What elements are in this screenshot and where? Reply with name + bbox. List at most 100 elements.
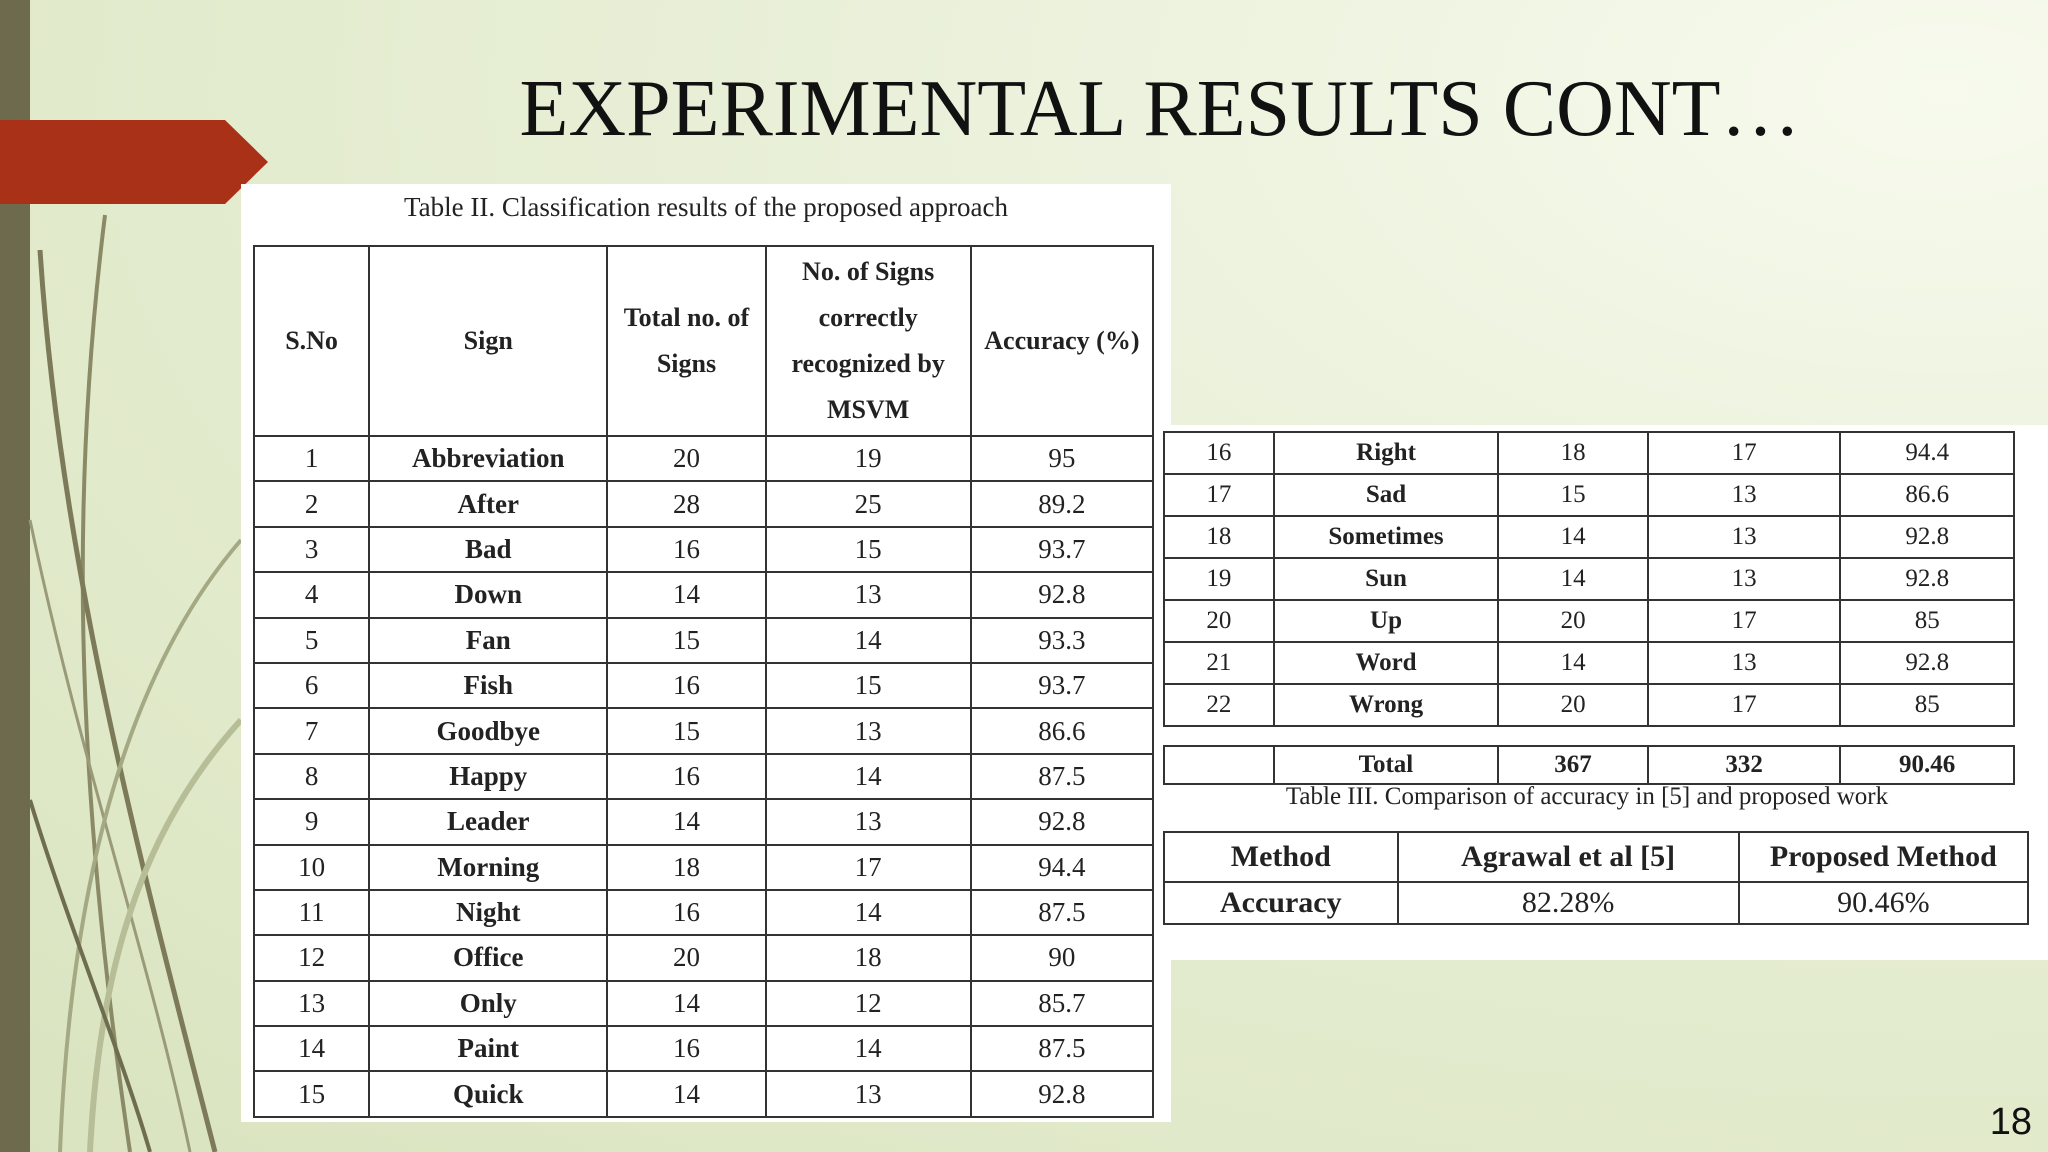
- cell-total: 20: [606, 934, 767, 982]
- col-header-correct: No. of Signs correctly recognized by MSV…: [764, 245, 972, 437]
- cell-sign: Bad: [368, 525, 609, 574]
- table-row: 11 Night 16 14 87.5: [252, 888, 1155, 937]
- cell-accuracy: 92.8: [1839, 515, 2015, 559]
- cell-correct: 13: [764, 571, 972, 619]
- cell-correct: 14: [764, 752, 972, 801]
- cell-sno: 4: [252, 571, 371, 619]
- cell-correct: 18: [764, 934, 972, 982]
- cell-correct: 13: [764, 707, 972, 755]
- classification-results-table: S.No Sign Total no. of Signs No. of Sign…: [252, 245, 1155, 1118]
- table-row: 2 After 28 25 89.2: [252, 480, 1155, 528]
- cell-correct: 13: [1646, 557, 1842, 601]
- cell-sno: 18: [1163, 515, 1275, 559]
- cell-correct: 14: [764, 888, 972, 937]
- comparison-proposed-value: 90.46%: [1737, 881, 2030, 925]
- cell-total: 18: [606, 843, 767, 891]
- cell-accuracy: 86.6: [969, 707, 1155, 755]
- cell-accuracy: 93.3: [969, 616, 1155, 664]
- col-header-sno: S.No: [252, 245, 371, 437]
- table-row: 6 Fish 16 15 93.7: [252, 661, 1155, 710]
- table-row: 1 Abbreviation 20 19 95: [252, 434, 1155, 483]
- cell-sno: 17: [1163, 473, 1275, 517]
- cell-sign: After: [368, 480, 609, 528]
- cell-total: 14: [606, 979, 767, 1028]
- cell-sign: Sad: [1272, 473, 1500, 517]
- table-row: 16 Right 18 17 94.4: [1163, 431, 2015, 475]
- cell-accuracy: 89.2: [969, 480, 1155, 528]
- cell-total: 20: [1497, 599, 1649, 643]
- cell-sign: Quick: [368, 1070, 609, 1118]
- cell-correct: 13: [764, 1070, 972, 1118]
- classification-table-panel: Table II. Classification results of the …: [241, 184, 1171, 1122]
- total-signs: 367: [1497, 745, 1649, 785]
- cell-accuracy: 86.6: [1839, 473, 2015, 517]
- table-row: 7 Goodbye 15 13 86.6: [252, 707, 1155, 755]
- cell-correct: 15: [764, 661, 972, 710]
- cell-total: 16: [606, 525, 767, 574]
- table-header-row: S.No Sign Total no. of Signs No. of Sign…: [252, 245, 1155, 437]
- cell-total: 14: [1497, 641, 1649, 685]
- cell-sno: 1: [252, 434, 371, 483]
- table-row: 9 Leader 14 13 92.8: [252, 798, 1155, 846]
- cell-sno: 19: [1163, 557, 1275, 601]
- cell-total: 28: [606, 480, 767, 528]
- table-row: 21 Word 14 13 92.8: [1163, 641, 2015, 685]
- table2-body: 1 Abbreviation 20 19 95 2 After 28 25 89.2 3 Bad 16 1…: [252, 434, 1155, 1118]
- cell-sno: 9: [252, 798, 371, 846]
- cell-accuracy: 90: [969, 934, 1155, 982]
- cell-total: 15: [606, 616, 767, 664]
- cell-sno: 13: [252, 979, 371, 1028]
- cell-sno: 2: [252, 480, 371, 528]
- cell-correct: 19: [764, 434, 972, 483]
- cell-accuracy: 87.5: [969, 752, 1155, 801]
- cell-total: 16: [606, 752, 767, 801]
- cell-total: 16: [606, 888, 767, 937]
- cell-total: 14: [606, 1070, 767, 1118]
- cell-sign: Office: [368, 934, 609, 982]
- slide-title: EXPERIMENTAL RESULTS CONT…: [519, 65, 1801, 153]
- cell-sno: 8: [252, 752, 371, 801]
- cell-accuracy: 93.7: [969, 525, 1155, 574]
- col-header-total: Total no. of Signs: [606, 245, 767, 437]
- cell-accuracy: 92.8: [969, 571, 1155, 619]
- cell-sign: Leader: [368, 798, 609, 846]
- cell-correct: 13: [1646, 515, 1842, 559]
- cell-accuracy: 94.4: [1839, 431, 2015, 475]
- cell-sign: Happy: [368, 752, 609, 801]
- cell-sign: Sometimes: [1272, 515, 1500, 559]
- comparison-row-label: Accuracy: [1163, 881, 1399, 925]
- table-row: 13 Only 14 12 85.7: [252, 979, 1155, 1028]
- cell-correct: 17: [1646, 599, 1842, 643]
- cell-accuracy: 94.4: [969, 843, 1155, 891]
- cell-sno: 3: [252, 525, 371, 574]
- total-label: Total: [1272, 745, 1500, 785]
- cell-accuracy: 85: [1839, 599, 2015, 643]
- table3-caption: Table III. Comparison of accuracy in [5]…: [1285, 783, 1889, 810]
- classification-total-table: Total 367 332 90.46: [1163, 745, 2015, 785]
- total-row: Total 367 332 90.46: [1163, 745, 2015, 785]
- table-row: 12 Office 20 18 90: [252, 934, 1155, 982]
- table-row: 18 Sometimes 14 13 92.8: [1163, 515, 2015, 559]
- cell-correct: 14: [764, 616, 972, 664]
- comparison-header-agrawal: Agrawal et al [5]: [1396, 831, 1740, 883]
- comparison-header-method: Method: [1163, 831, 1399, 883]
- cell-total: 16: [606, 661, 767, 710]
- cell-total: 20: [606, 434, 767, 483]
- cell-sign: Morning: [368, 843, 609, 891]
- table-row: 19 Sun 14 13 92.8: [1163, 557, 2015, 601]
- table-row: 8 Happy 16 14 87.5: [252, 752, 1155, 801]
- comparison-agrawal-value: 82.28%: [1396, 881, 1740, 925]
- cell-sno: 22: [1163, 683, 1275, 727]
- cell-total: 14: [1497, 557, 1649, 601]
- cell-sign: Only: [368, 979, 609, 1028]
- table-row: 22 Wrong 20 17 85: [1163, 683, 2015, 727]
- cell-correct: 17: [764, 843, 972, 891]
- cell-sign: Fan: [368, 616, 609, 664]
- cell-total: 15: [606, 707, 767, 755]
- cell-total: 20: [1497, 683, 1649, 727]
- cell-sign: Down: [368, 571, 609, 619]
- col-header-accuracy: Accuracy (%): [969, 245, 1155, 437]
- table-row: 5 Fan 15 14 93.3: [252, 616, 1155, 664]
- total-sno: [1163, 745, 1275, 785]
- cell-accuracy: 87.5: [969, 888, 1155, 937]
